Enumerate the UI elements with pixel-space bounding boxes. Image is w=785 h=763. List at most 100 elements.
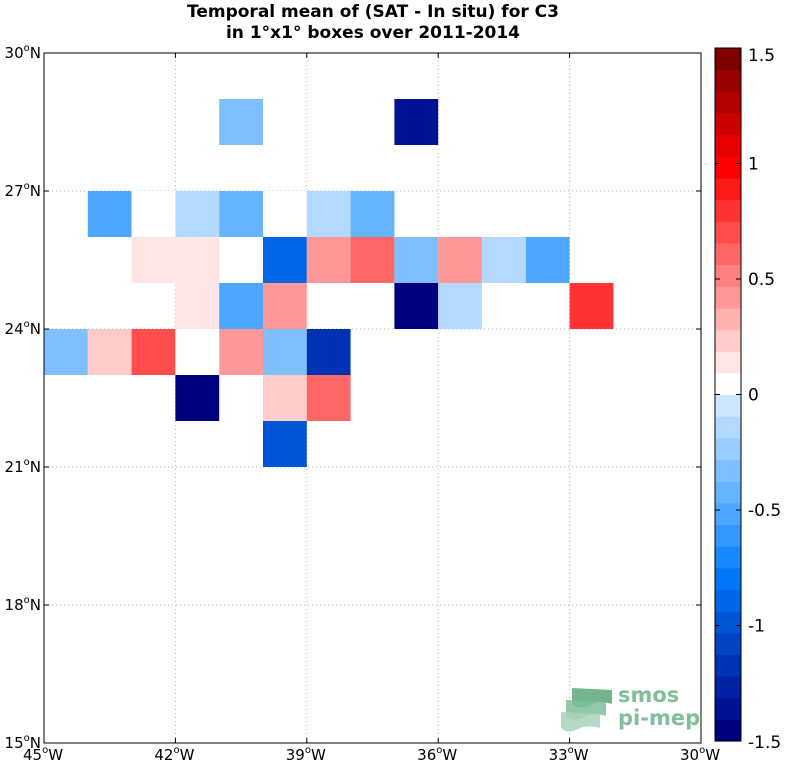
plot-area	[44, 53, 701, 743]
heatmap-cell-23	[438, 283, 482, 329]
heatmap-cell-16	[438, 237, 482, 283]
colorbar-level-15	[715, 394, 741, 417]
colorbar-level-17	[715, 351, 741, 374]
heatmap-cell-0	[219, 99, 263, 145]
heatmap-cell-13	[306, 237, 351, 283]
colorbar-tick-label-1: 1	[748, 155, 759, 175]
heatmap-cell-7	[306, 191, 351, 237]
colorbar-tick-labels: 1.5 1 0.5 0 -0.5 -1 -1.5	[748, 46, 781, 753]
plot-frame	[43, 52, 702, 744]
colorbar-level-5	[715, 611, 741, 634]
x-tick-label-3: 36oW	[417, 745, 457, 763]
heatmap-cell-34	[306, 375, 351, 421]
colorbar-level-9	[715, 524, 741, 547]
heatmap-cell-18	[525, 237, 570, 283]
colorbar-level-13	[715, 437, 741, 461]
heatmap-cell-3	[131, 191, 176, 237]
heatmap-cell-5	[219, 191, 263, 237]
colorbar-level-4	[715, 632, 741, 655]
colorbar-level-1	[715, 697, 741, 720]
y-tick-labels: 15oN 18oN 21oN 24oN 27oN 30oN	[5, 43, 41, 752]
colorbar-tick-label-3: 0	[748, 386, 759, 406]
chart-title-line-1: Temporal mean of (SAT - In situ) for C3	[187, 2, 559, 22]
heatmap-cell-10	[175, 237, 220, 283]
logo-text-smos: smos	[618, 683, 679, 707]
y-tick-label-2: 21oN	[5, 457, 41, 476]
chart-title-line-2: in 1°x1° boxes over 2011-2014	[226, 23, 520, 43]
heatmap-cell-12	[263, 237, 307, 283]
colorbar-level-26	[715, 156, 741, 179]
heatmap-cell-21	[263, 283, 307, 329]
smos-pi-mep-logo: smos pi-mep	[561, 683, 700, 732]
heatmap-cell-15	[394, 237, 439, 283]
colorbar-level-22	[715, 242, 741, 266]
heatmap-cell-6	[263, 191, 307, 237]
heatmap-cell-8	[350, 191, 395, 237]
colorbar-level-24	[715, 199, 741, 222]
colorbar-level-28	[715, 112, 741, 136]
x-tick-label-0: 45oW	[23, 745, 63, 763]
colorbar-tick-label-4: -0.5	[748, 501, 781, 521]
colorbar-level-11	[715, 481, 741, 504]
y-tick-label-3: 24oN	[5, 319, 41, 338]
heatmap-cell-35	[263, 421, 307, 467]
colorbar-tick-label-0: 1.5	[748, 46, 775, 66]
heatmap-cell-17	[482, 237, 526, 283]
heatmap-cell-24	[569, 283, 614, 329]
colorbar-level-23	[715, 221, 741, 244]
y-tick-label-5: 30oN	[5, 43, 41, 62]
colorbar-level-19	[715, 307, 741, 331]
heatmap-cell-31	[306, 329, 351, 375]
y-tick-label-1: 18oN	[5, 595, 41, 614]
heatmap-cell-32	[175, 375, 220, 421]
x-tick-label-2: 39oW	[286, 745, 326, 763]
colorbar-level-7	[715, 567, 741, 591]
colorbar-level-0	[715, 719, 741, 742]
x-tick-labels: 45oW 42oW 39oW 36oW 33oW 30oW	[23, 745, 720, 763]
heatmap-cell-28	[175, 329, 220, 375]
colorbar-level-10	[715, 502, 741, 526]
colorbar-level-25	[715, 177, 741, 201]
heatmap-cells	[44, 99, 614, 467]
axis-ticks	[43, 52, 702, 744]
x-tick-label-4: 33oW	[549, 745, 589, 763]
colorbar-ticks	[715, 47, 741, 742]
colorbar-level-12	[715, 459, 741, 482]
heatmap-cell-26	[87, 329, 132, 375]
heatmap-cell-11	[219, 237, 263, 283]
colorbar-tick-label-2: 0.5	[748, 270, 775, 290]
colorbar-tick-label-6: -1.5	[748, 733, 781, 753]
heatmap-cell-14	[350, 237, 395, 283]
x-tick-label-1: 42oW	[154, 745, 194, 763]
y-tick-label-0: 15oN	[5, 733, 41, 752]
colorbar-level-30	[715, 69, 741, 92]
colorbar-level-29	[715, 91, 741, 114]
heatmap-cell-4	[175, 191, 220, 237]
logo-wave-band-2	[561, 712, 600, 732]
colorbar-level-16	[715, 372, 741, 396]
colorbar-tick-label-5: -1	[748, 617, 765, 637]
heatmap-cell-2	[87, 191, 132, 237]
colorbar-level-21	[715, 264, 741, 287]
colorbar-level-20	[715, 286, 741, 309]
colorbar-level-27	[715, 134, 741, 157]
heatmap-cell-19	[175, 283, 220, 329]
heatmap-cell-33	[263, 375, 307, 421]
heatmap-cell-25	[44, 329, 88, 375]
heatmap-cell-1	[394, 99, 439, 145]
heatmap-cell-27	[131, 329, 176, 375]
heatmap-cell-9	[131, 237, 176, 283]
y-tick-label-4: 27oN	[5, 181, 41, 200]
heatmap-cell-29	[219, 329, 263, 375]
x-tick-label-5: 30oW	[680, 745, 720, 763]
colorbar-level-2	[715, 676, 741, 699]
logo-text-pi-mep: pi-mep	[618, 706, 700, 730]
colorbar-level-31	[715, 48, 741, 71]
colorbar-level-18	[715, 329, 741, 352]
colorbar-level-8	[715, 546, 741, 569]
colorbar-level-3	[715, 654, 741, 677]
colorbar-level-14	[715, 416, 741, 439]
logo-wave-icon	[561, 688, 612, 732]
heatmap-cell-22	[394, 283, 439, 329]
